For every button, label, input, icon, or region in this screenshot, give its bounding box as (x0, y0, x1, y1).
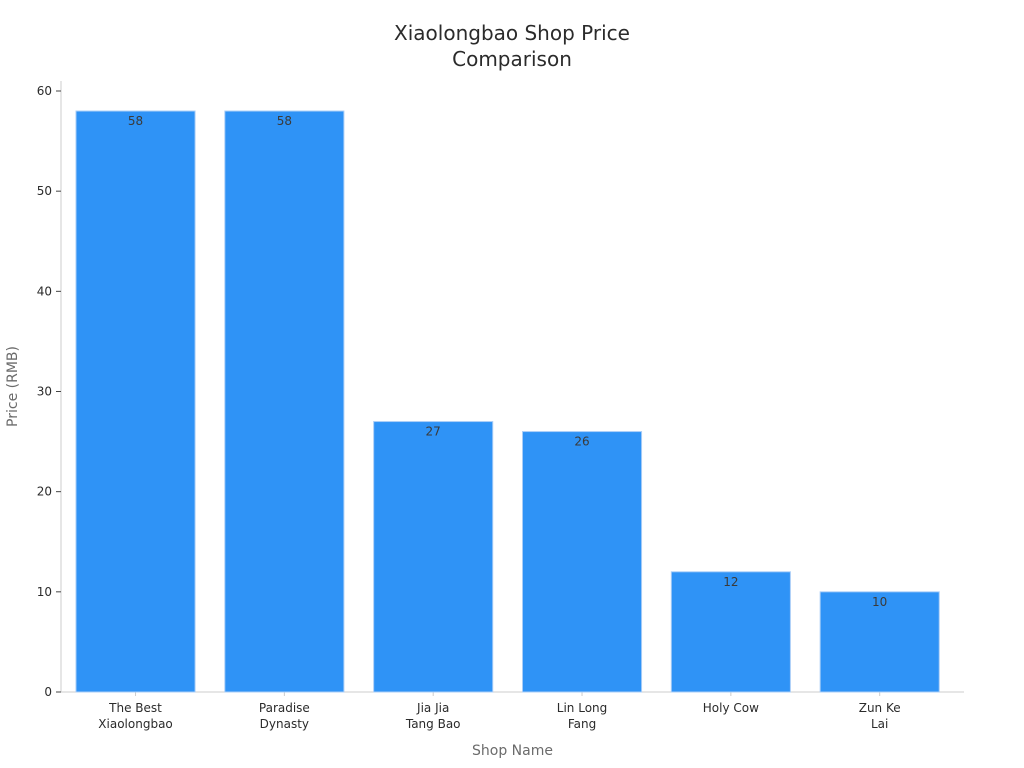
bar (819, 591, 940, 693)
x-tick-label: Holy Cow (703, 701, 759, 715)
y-tick-label: 10 (37, 585, 52, 599)
x-tick-label: Paradise (259, 701, 310, 715)
x-tick-label: Dynasty (260, 717, 309, 731)
bar (373, 421, 494, 693)
bars (75, 110, 940, 693)
y-tick-label: 50 (37, 184, 52, 198)
bar-value-label: 58 (128, 114, 143, 128)
bar-value-label: 10 (872, 595, 887, 609)
y-tick-label: 60 (37, 84, 52, 98)
chart-title-line: Xiaolongbao Shop Price (394, 21, 630, 45)
bar-value-label: 26 (574, 435, 589, 449)
x-tick-label: Lai (871, 717, 888, 731)
bar (224, 110, 345, 693)
bar-value-label: 27 (426, 425, 441, 439)
bar (75, 110, 196, 693)
y-axis-title: Price (RMB) (5, 346, 21, 427)
y-tick-label: 40 (37, 284, 52, 298)
data-labels: 58 58 27 26 12 10 (128, 114, 887, 609)
x-tick-label: Fang (568, 717, 596, 731)
bar-value-label: 12 (723, 575, 738, 589)
bar-value-label: 58 (277, 114, 292, 128)
x-tick-label: Jia Jia (416, 701, 449, 715)
x-axis-title: Shop Name (472, 743, 553, 759)
x-tick-label: Xiaolongbao (98, 717, 172, 731)
chart-title-line: Comparison (452, 47, 572, 71)
y-tick-label: 20 (37, 485, 52, 499)
y-tick-label: 30 (37, 385, 52, 399)
y-tick-label: 0 (44, 685, 52, 699)
x-axis: The Best Xiaolongbao Paradise Dynasty Jia Ji… (61, 691, 964, 731)
x-tick-label: Tang Bao (405, 717, 461, 731)
bar (522, 431, 643, 693)
bar (670, 571, 791, 693)
x-tick-label: Zun Ke (859, 701, 901, 715)
y-axis: 0 10 20 30 40 50 60 (37, 81, 62, 699)
x-tick-label: Lin Long (557, 701, 607, 715)
x-tick-label: The Best (108, 701, 162, 715)
